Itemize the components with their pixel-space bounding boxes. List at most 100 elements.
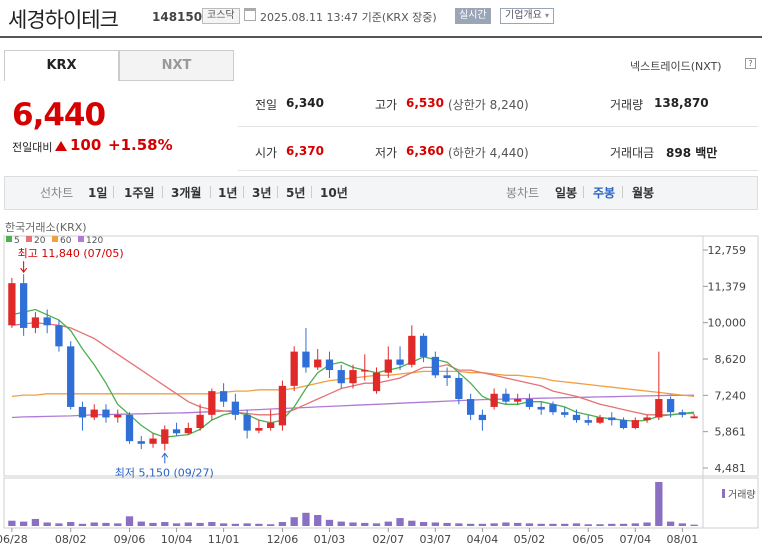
- volume-bar: [208, 522, 216, 526]
- candle-body: [102, 409, 110, 418]
- volume-legend-swatch: [722, 489, 725, 498]
- volume-bar: [161, 522, 169, 526]
- realtime-button[interactable]: 실시간: [455, 8, 491, 24]
- legend-swatch-60: [52, 236, 58, 242]
- change-value: 100: [70, 136, 102, 154]
- volume-bar: [384, 521, 392, 526]
- candle-body: [478, 414, 487, 421]
- volume-bar: [267, 524, 275, 526]
- y-tick-label: 8,620: [715, 353, 747, 366]
- volume-bar: [290, 517, 298, 526]
- volume-bar: [361, 522, 369, 526]
- candle-body: [125, 414, 134, 442]
- volume-bar: [419, 522, 428, 526]
- candle-weekly[interactable]: 주봉: [593, 186, 616, 200]
- volume-bar: [325, 519, 334, 526]
- volume-bar: [655, 482, 663, 526]
- candle-body: [596, 417, 604, 423]
- help-icon[interactable]: ?: [745, 58, 756, 69]
- period-1w[interactable]: 1주일: [124, 186, 155, 200]
- period-3m[interactable]: 3개월: [171, 186, 202, 200]
- volume-bar: [184, 522, 192, 526]
- candle-body: [584, 420, 592, 423]
- x-tick-label: 07/04: [619, 533, 651, 546]
- volume-bar: [278, 522, 287, 526]
- volume-bar: [561, 523, 569, 526]
- tab-krx[interactable]: KRX: [4, 50, 119, 81]
- volume-bar: [314, 515, 322, 526]
- candle-monthly[interactable]: 월봉: [632, 186, 655, 200]
- quote-divider: [238, 126, 758, 127]
- y-tick-label: 4,481: [715, 462, 747, 475]
- volume-bar: [55, 523, 63, 526]
- low-label: 저가: [375, 146, 398, 160]
- separator: [622, 186, 623, 198]
- volume-bar: [608, 523, 616, 526]
- separator: [210, 186, 211, 198]
- candle-body: [490, 393, 498, 407]
- volume-bar: [666, 521, 675, 526]
- volume-bar: [502, 522, 510, 526]
- volume-bar: [90, 522, 98, 526]
- x-tick-label: 08/02: [55, 533, 87, 546]
- tab-nxt[interactable]: NXT: [119, 50, 234, 81]
- candle-body: [608, 417, 616, 421]
- max-arrow-head: [20, 267, 28, 274]
- quote-divider: [238, 170, 758, 171]
- candle-body: [384, 359, 392, 373]
- period-10y[interactable]: 10년: [320, 186, 348, 200]
- volume-bar: [537, 523, 545, 526]
- volume-bar: [549, 523, 557, 526]
- candle-body: [455, 377, 463, 400]
- x-tick-label: 09/06: [114, 533, 146, 546]
- volume-bar: [302, 512, 310, 526]
- candle-body: [655, 399, 663, 418]
- market-badge: 코스닥: [202, 8, 240, 24]
- y-tick-label: 7,240: [715, 389, 747, 402]
- candle-body: [208, 391, 216, 415]
- x-tick-label: 04/04: [467, 533, 499, 546]
- y-tick-label: 10,000: [708, 317, 747, 330]
- legend-label-120: 120: [86, 236, 103, 246]
- separator: [243, 186, 244, 198]
- volume-bar: [19, 521, 28, 526]
- amount-value: 898 백만: [666, 146, 718, 160]
- volume-bar: [243, 523, 251, 526]
- candle-body: [361, 370, 369, 372]
- prev-label: 전일: [255, 98, 278, 112]
- candle-body: [219, 391, 228, 402]
- volume-label: 거래량: [610, 98, 644, 112]
- volume-bar: [478, 523, 487, 526]
- corp-info-dropdown[interactable]: 기업개요 ▾: [500, 8, 555, 24]
- legend-swatch-5: [6, 236, 12, 242]
- candle-body: [114, 414, 122, 418]
- candle-body: [231, 401, 240, 415]
- y-tick-label: 12,759: [708, 244, 747, 257]
- exchange-label: 한국거래소(KRX): [5, 221, 87, 234]
- period-3y[interactable]: 3년: [252, 186, 272, 200]
- legend-label-5: 5: [14, 236, 20, 246]
- max-label: 최고 11,840 (07/05): [18, 247, 124, 260]
- period-1y[interactable]: 1년: [218, 186, 238, 200]
- candle-daily[interactable]: 일봉: [555, 186, 578, 200]
- upper-limit: (상한가 8,240): [448, 98, 529, 112]
- period-1d[interactable]: 1일: [88, 186, 108, 200]
- volume-panel-frame: [3, 477, 759, 529]
- candle-body: [19, 283, 28, 328]
- candle-body: [631, 420, 639, 428]
- volume-bar: [596, 524, 604, 526]
- volume-bar: [137, 521, 145, 526]
- candle-body: [443, 375, 451, 378]
- candle-body: [243, 414, 251, 431]
- volume-bar: [584, 524, 592, 526]
- period-5y[interactable]: 5년: [286, 186, 306, 200]
- volume-bar: [455, 523, 463, 526]
- x-tick-label: 02/07: [372, 533, 404, 546]
- legend-swatch-20: [26, 236, 32, 242]
- price-panel-frame: [3, 235, 759, 477]
- open-value: 6,370: [286, 144, 324, 158]
- nxt-link[interactable]: 넥스트레이드(NXT): [630, 60, 722, 73]
- candle-body: [172, 429, 181, 434]
- prev-value: 6,340: [286, 96, 324, 110]
